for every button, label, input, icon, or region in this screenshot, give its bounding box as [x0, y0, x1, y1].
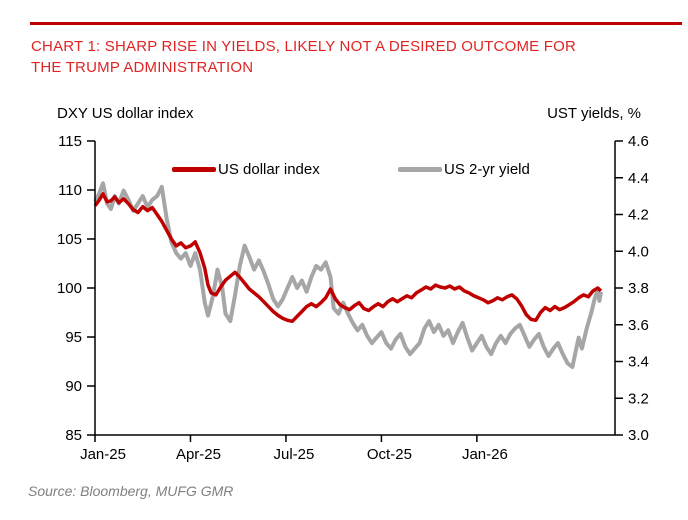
us-2yr-yield-line: [93, 181, 603, 369]
us-dollar-index-line: [93, 192, 603, 324]
left-axis-tick-label: 85: [65, 427, 82, 444]
right-axis-tick-label: 4.2: [628, 207, 649, 224]
legend-label-us-2yr-yield: US 2-yr yield: [444, 160, 530, 178]
x-axis-tick-label: Jan-25: [80, 446, 126, 463]
x-axis-tick-label: Jan-26: [462, 446, 508, 463]
chart-title-line2: THE TRUMP ADMINISTRATION: [31, 59, 254, 76]
right-axis-tick-label: 3.8: [628, 280, 649, 297]
us-dollar-index-line-swatch: [172, 166, 216, 172]
right-axis-tick-label: 4.0: [628, 243, 649, 260]
left-axis-tick-label: 90: [65, 378, 82, 395]
chart-title: CHART 1: SHARP RISE IN YIELDS, LIKELY NO…: [31, 36, 663, 78]
right-axis-tick-label: 3.4: [628, 354, 649, 371]
x-axis-tick-label: Apr-25: [176, 446, 221, 463]
legend-item-us-dollar-index: US dollar index: [172, 160, 320, 178]
x-axis-tick-label: Jul-25: [274, 446, 315, 463]
left-axis-tick-label: 100: [57, 280, 82, 297]
left-axis-tick-label: 95: [65, 329, 82, 346]
right-axis-tick-label: 3.0: [628, 427, 649, 444]
left-axis-tick-label: 115: [58, 133, 82, 150]
chart-title-line1: CHART 1: SHARP RISE IN YIELDS, LIKELY NO…: [31, 38, 576, 55]
legend-item-us-2yr-yield: US 2-yr yield: [398, 160, 530, 178]
source-note: Source: Bloomberg, MUFG GMR: [28, 483, 234, 499]
us-2yr-yield-line-swatch: [398, 166, 442, 172]
x-axis-tick-label: Oct-25: [367, 446, 412, 463]
left-axis-title: DXY US dollar index: [57, 105, 194, 122]
header-rule: [30, 22, 682, 25]
right-axis-tick-label: 4.6: [628, 133, 649, 150]
left-axis-tick-label: 105: [57, 231, 82, 248]
legend-label-us-dollar-index: US dollar index: [218, 160, 320, 178]
right-axis-tick-label: 3.2: [628, 390, 649, 407]
right-axis-tick-label: 4.4: [628, 170, 649, 187]
right-axis-tick-label: 3.6: [628, 317, 649, 334]
right-axis-title: UST yields, %: [547, 105, 641, 122]
left-axis-tick-label: 110: [58, 182, 82, 199]
